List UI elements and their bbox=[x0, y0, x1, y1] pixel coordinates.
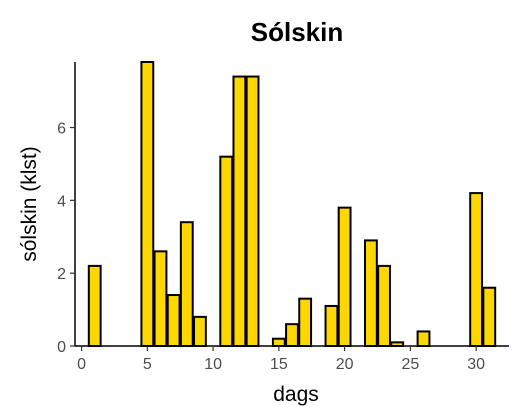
bar-day-15 bbox=[271, 337, 286, 348]
bar-day-7 bbox=[166, 294, 181, 347]
bars-group bbox=[87, 61, 497, 348]
bar-day-12 bbox=[232, 75, 247, 347]
x-axis-label: dags bbox=[273, 383, 319, 406]
x-tick-label: 30 bbox=[467, 356, 485, 373]
bar-day-17 bbox=[298, 297, 313, 348]
bar-day-13 bbox=[245, 75, 260, 347]
y-axis-label: sólskin (klst) bbox=[18, 146, 41, 262]
x-tick-label: 0 bbox=[77, 356, 86, 373]
bar-day-20 bbox=[337, 206, 352, 347]
bar-day-31 bbox=[482, 286, 497, 347]
x-tick-label: 25 bbox=[401, 356, 419, 373]
y-tick-label: 4 bbox=[57, 193, 66, 210]
bar-day-19 bbox=[324, 304, 339, 348]
bar-day-26 bbox=[416, 330, 431, 348]
x-axis-ticks: 0 5 10 15 20 25 30 bbox=[77, 346, 485, 373]
x-tick-label: 5 bbox=[143, 356, 152, 373]
chart-title: Sólskin bbox=[251, 17, 343, 47]
x-tick-label: 15 bbox=[270, 356, 288, 373]
bar-day-5 bbox=[140, 61, 155, 347]
y-tick-label: 6 bbox=[57, 121, 66, 138]
bar-day-16 bbox=[285, 323, 299, 347]
bar-day-1 bbox=[87, 264, 102, 347]
bar-day-9 bbox=[193, 315, 207, 347]
y-tick-label: 0 bbox=[57, 339, 66, 356]
bar-day-23 bbox=[377, 264, 391, 347]
x-tick-label: 20 bbox=[336, 356, 354, 373]
bar-day-11 bbox=[219, 155, 234, 347]
bar-day-30 bbox=[469, 192, 484, 347]
y-tick-label: 2 bbox=[57, 266, 66, 283]
y-axis-ticks: 0 2 4 6 bbox=[57, 121, 75, 356]
bar-day-22 bbox=[363, 239, 378, 347]
x-tick-label: 10 bbox=[204, 356, 222, 373]
bar-day-6 bbox=[153, 250, 168, 347]
bar-day-8 bbox=[179, 221, 194, 348]
